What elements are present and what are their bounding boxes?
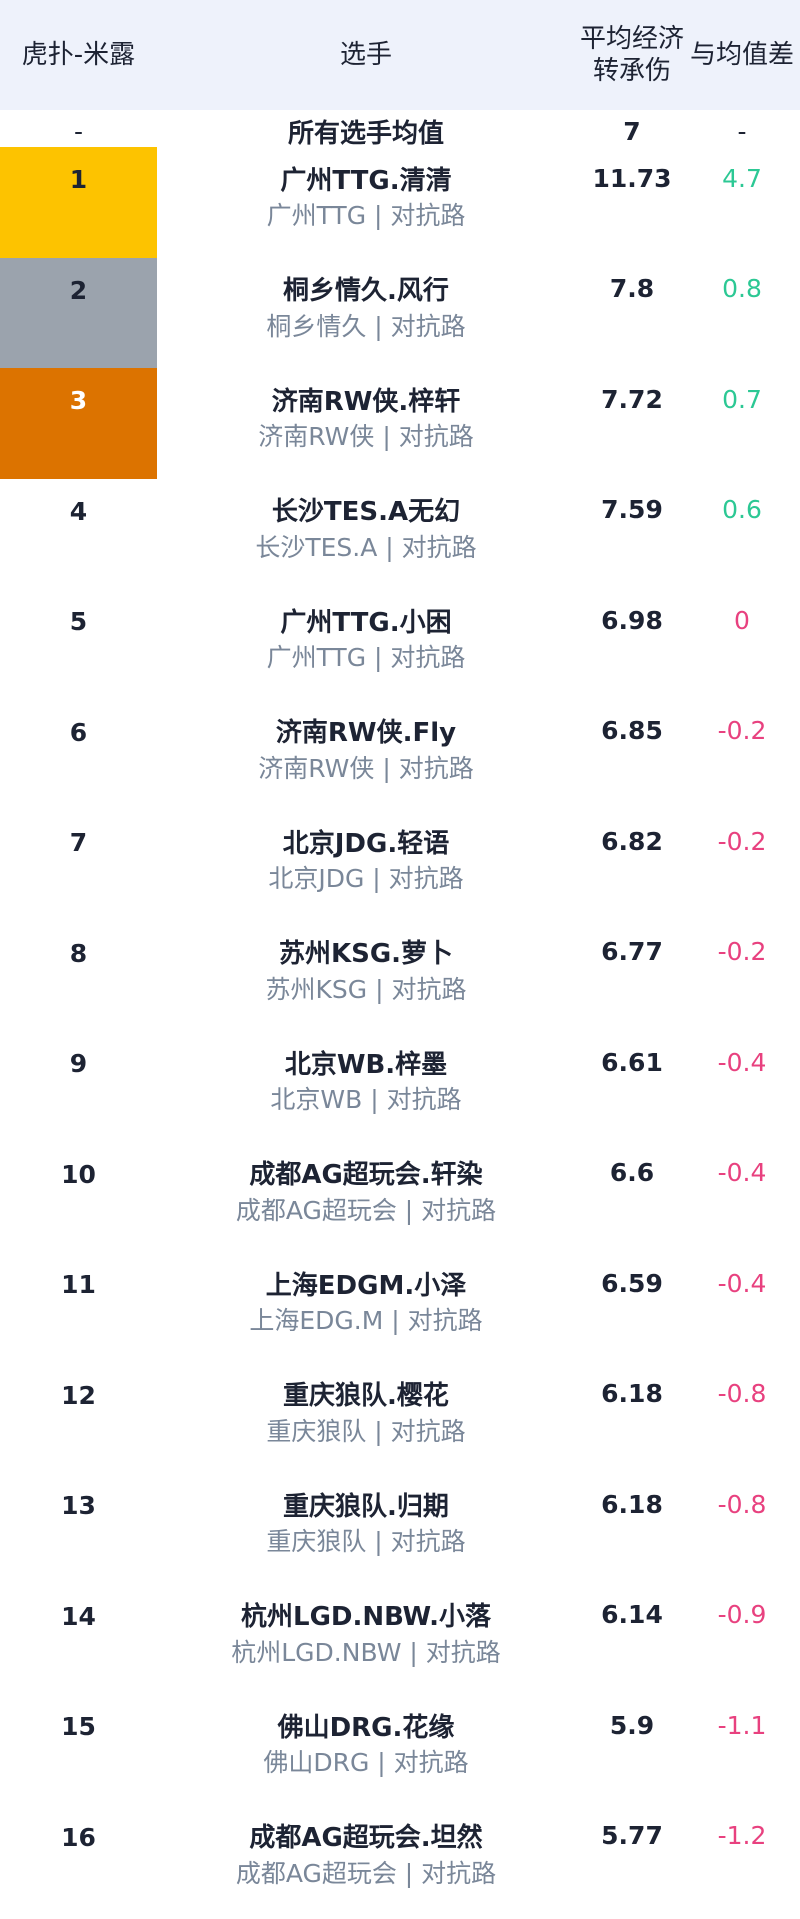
player-name: 济南RW侠.Fly [275,718,457,748]
player-team: 重庆狼队 | 对抗路 [266,1416,466,1446]
player-name: 杭州LGD.NBW.小落 [241,1602,491,1632]
rank-cell: 1 [0,147,157,258]
player-name: 桐乡情久.风行 [283,276,449,306]
avg-econ: 6.82 [601,826,663,856]
player-name: 北京JDG.轻语 [282,828,450,859]
player-team: 佛山DRG | 对抗路 [263,1748,469,1777]
player-team: 济南RW侠 | 对抗路 [258,422,474,451]
player-name: 上海EDGM.小泽 [265,1270,467,1301]
avg-econ: 7.59 [601,495,663,524]
rank-cell: 14 [61,1601,96,1631]
avg-econ: 6.98 [601,605,663,635]
player-team: 济南RW侠 | 对抗路 [258,753,474,783]
avg-econ: 5.77 [601,1821,663,1850]
diff-cell: -0.2 [717,826,767,856]
rank-cell: 2 [0,257,157,368]
diff-cell: -0.8 [717,1489,767,1519]
player-name: 北京WB.梓墨 [284,1049,448,1080]
diff-cell: -0.4 [717,1158,767,1187]
rank-cell: 8 [69,938,88,968]
rank-cell: 16 [61,1822,96,1852]
player-name: 重庆狼队.归期 [283,1491,449,1522]
diff-cell: 4.7 [722,163,762,193]
rank-cell: 3 [0,368,157,479]
avg-econ: 11.73 [592,163,672,193]
avg-econ: 5.9 [609,1710,655,1740]
player-team: 成都AG超玩会 | 对抗路 [235,1195,497,1225]
player-team: 杭州LGD.NBW | 对抗路 [231,1637,501,1667]
diff-cell: 0 [734,605,750,635]
avg-econ: 7.72 [601,384,663,414]
header-cell: 平均经济转承伤 [580,24,685,86]
diff-cell: 0.7 [722,384,762,414]
rank-cell: 12 [61,1380,96,1410]
avg-rank: - [73,116,84,146]
diff-cell: -0.9 [717,1600,767,1629]
player-name: 成都AG超玩会.坦然 [249,1823,483,1853]
avg-value: 7 [623,116,641,146]
avg-econ: 6.85 [601,716,663,745]
rank-cell: 9 [69,1049,88,1078]
header-bg [0,0,800,110]
player-team: 长沙TES.A | 对抗路 [255,532,477,562]
player-team: 苏州KSG | 对抗路 [265,974,467,1004]
player-team: 上海EDG.M | 对抗路 [249,1306,483,1335]
rank-cell: 13 [61,1491,96,1520]
rank-cell: 4 [69,496,88,526]
rank-cell: 6 [69,717,88,747]
rank-cell: 10 [61,1159,96,1189]
avg-econ: 7.8 [609,274,655,303]
header-cell: 虎扑-米露 [21,40,136,70]
avg-econ: 6.18 [601,1489,663,1519]
diff-cell: -0.8 [717,1379,767,1408]
player-name: 苏州KSG.萝卜 [278,939,454,969]
avg-diff: - [737,116,747,146]
diff-cell: -0.2 [717,937,767,966]
diff-cell: -0.2 [717,716,767,745]
avg-econ: 6.6 [609,1158,655,1187]
player-name: 长沙TES.A无幻 [271,497,461,527]
player-team: 北京JDG | 对抗路 [268,864,464,893]
rank-cell: 15 [61,1712,96,1741]
player-team: 广州TTG | 对抗路 [266,201,466,230]
diff-cell: -1.2 [717,1821,767,1850]
player-name: 广州TTG.清清 [280,165,452,196]
rank-cell: 5 [69,607,88,636]
player-name: 佛山DRG.花缘 [277,1712,455,1743]
avg-econ: 6.77 [601,937,663,966]
header-cell: 选手 [339,40,392,70]
player-name: 成都AG超玩会.轩染 [249,1160,483,1190]
player-team: 广州TTG | 对抗路 [266,643,466,672]
avg-name: 所有选手均值 [287,118,444,149]
diff-cell: -0.4 [717,1047,767,1077]
player-name: 重庆狼队.樱花 [283,1381,449,1411]
player-team: 北京WB | 对抗路 [270,1085,462,1114]
rank-cell: 7 [69,828,88,857]
player-name: 广州TTG.小困 [280,607,452,638]
avg-econ: 6.59 [601,1268,663,1298]
player-team: 成都AG超玩会 | 对抗路 [235,1858,497,1888]
rank-cell: 11 [61,1270,96,1299]
avg-econ: 6.14 [601,1600,663,1629]
avg-econ: 6.18 [601,1379,663,1408]
avg-econ: 6.61 [601,1047,663,1077]
header-cell: 与均值差 [690,40,795,70]
player-name: 济南RW侠.梓轩 [271,386,461,417]
player-team: 重庆狼队 | 对抗路 [266,1527,466,1556]
diff-cell: 0.6 [722,495,762,524]
diff-cell: 0.8 [722,274,762,303]
player-team: 桐乡情久 | 对抗路 [266,311,466,341]
diff-cell: -0.4 [717,1268,767,1298]
diff-cell: -1.1 [717,1710,767,1740]
